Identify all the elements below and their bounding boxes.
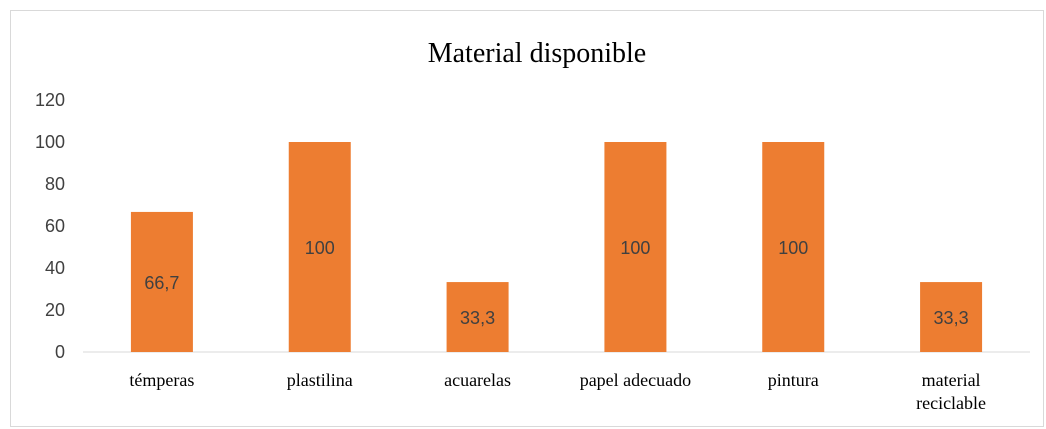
y-tick-label: 0 (55, 342, 65, 362)
data-label: 100 (305, 238, 335, 258)
y-tick-label: 80 (45, 174, 65, 194)
bar (288, 142, 351, 352)
x-axis-labels: témperas plastilina acuarelas papel adecuad… (129, 370, 986, 413)
data-label: 33,3 (934, 308, 969, 328)
data-label: 66,7 (144, 273, 179, 293)
y-tick-label: 120 (35, 90, 65, 110)
y-tick-label: 100 (35, 132, 65, 152)
y-tick-label: 60 (45, 216, 65, 236)
bar (446, 282, 509, 352)
x-tick-label: plastilina (287, 370, 353, 390)
y-tick-label: 20 (45, 300, 65, 320)
data-label: 33,3 (460, 308, 495, 328)
bar (762, 142, 825, 352)
bar (130, 211, 193, 352)
x-tick-label: pintura (768, 370, 819, 390)
x-tick-label: acuarelas (444, 370, 511, 390)
data-label: 100 (778, 238, 808, 258)
bar (604, 142, 667, 352)
chart-area (10, 10, 1044, 427)
x-tick-label: reciclable (916, 393, 986, 413)
x-tick-label: material (922, 370, 981, 390)
bars: 66,7 100 33,3 100 100 33,3 (130, 142, 983, 352)
x-tick-label: papel adecuado (580, 370, 691, 390)
bar (920, 282, 983, 352)
y-tick-label: 40 (45, 258, 65, 278)
chart-title: Material disponible (428, 38, 647, 69)
data-label: 100 (620, 238, 650, 258)
x-tick-label: témperas (129, 370, 194, 390)
y-axis: 0 20 40 60 80 100 120 (35, 90, 65, 362)
